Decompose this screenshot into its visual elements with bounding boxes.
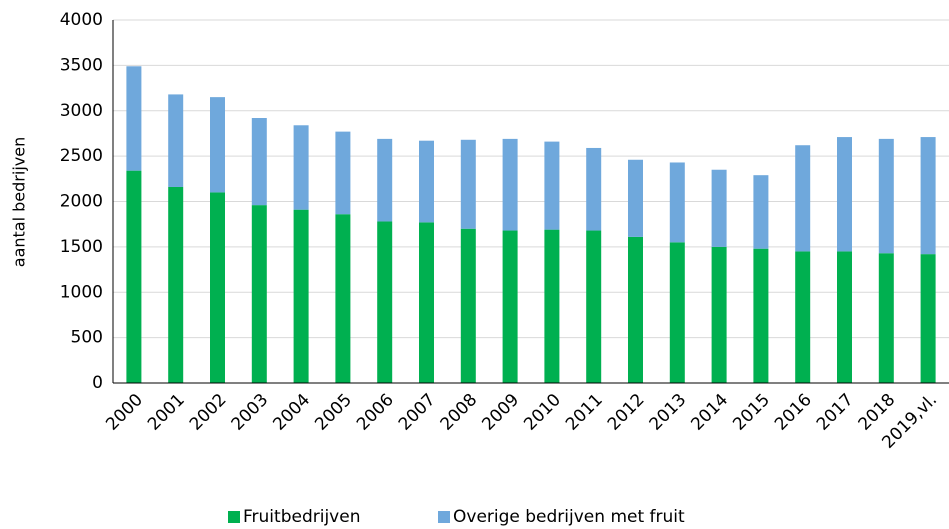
- x-tick-label: 2013: [646, 390, 691, 435]
- bar-segment: [753, 175, 769, 249]
- y-tick-label: 3500: [60, 55, 103, 75]
- bar-segment: [628, 159, 643, 237]
- bar-segment: [628, 236, 643, 383]
- bar-segment: [377, 221, 393, 383]
- legend-swatch: [438, 511, 450, 523]
- x-tick-label: 2005: [311, 390, 356, 435]
- bar-segment: [419, 140, 434, 223]
- y-tick-label: 2500: [60, 146, 103, 166]
- bar-segment: [837, 137, 852, 252]
- legend-label: Fruitbedrijven: [243, 507, 360, 527]
- bar-segment: [377, 138, 393, 222]
- bar-segment: [544, 229, 560, 383]
- bar-segment: [419, 222, 434, 383]
- bar-segment: [878, 253, 894, 383]
- bar-segment: [293, 125, 309, 210]
- x-tick-label: 2008: [437, 390, 482, 435]
- bar-segment: [544, 141, 560, 230]
- bar-segment: [335, 131, 351, 215]
- y-tick-label: 4000: [60, 10, 103, 30]
- x-tick-label: 2002: [186, 390, 231, 435]
- y-tick-label: 1500: [60, 237, 103, 257]
- x-tick-label: 2000: [102, 390, 147, 435]
- x-tick-label: 2003: [228, 390, 273, 435]
- x-tick-label: 2016: [771, 390, 816, 435]
- y-tick-label: 0: [92, 373, 103, 393]
- x-tick-label: 2006: [353, 390, 398, 435]
- x-tick-label: 2014: [687, 390, 732, 435]
- bar-segment: [586, 230, 602, 383]
- bar-segment: [502, 230, 518, 383]
- x-tick-label: 2001: [144, 390, 189, 435]
- y-tick-label: 1000: [60, 282, 103, 302]
- bar-segment: [711, 169, 727, 247]
- bar-segment: [753, 248, 769, 383]
- bar-segment: [293, 209, 309, 383]
- y-axis-label: aantal bedrijven: [10, 137, 29, 267]
- bar-segment: [669, 162, 685, 243]
- bar-segment: [878, 138, 894, 254]
- y-tick-label: 3000: [60, 101, 103, 121]
- legend-swatch: [228, 511, 240, 523]
- x-tick-label: 2004: [269, 390, 314, 435]
- bar-segment: [711, 246, 727, 383]
- bar-segment: [251, 205, 267, 383]
- bar-segment: [460, 228, 476, 383]
- y-tick-label: 2000: [60, 192, 103, 212]
- bar-segment: [210, 192, 225, 383]
- bar-segment: [126, 66, 142, 171]
- x-tick-label: 2011: [562, 390, 607, 435]
- x-tick-label: 2010: [520, 390, 565, 435]
- bar-segment: [795, 251, 811, 383]
- bar-segment: [168, 94, 184, 187]
- x-tick-label: 2015: [729, 390, 774, 435]
- x-tick-label: 2017: [813, 390, 858, 435]
- bar-segment: [168, 186, 184, 383]
- bar-segment: [251, 118, 267, 206]
- legend-label: Overige bedrijven met fruit: [453, 507, 685, 527]
- x-tick-label: 2012: [604, 390, 649, 435]
- x-tick-label: 2009: [478, 390, 523, 435]
- bar-segment: [335, 214, 351, 383]
- bar-segment: [126, 170, 142, 383]
- bar-segment: [210, 97, 225, 193]
- bar-segment: [920, 254, 936, 383]
- bar-segment: [795, 145, 811, 252]
- bar-segment: [502, 138, 518, 231]
- y-tick-label: 500: [71, 328, 103, 348]
- bar-segment: [460, 139, 476, 229]
- bar-segment: [837, 251, 852, 383]
- bar-segment: [920, 137, 936, 255]
- x-tick-label: 2007: [395, 390, 440, 435]
- bar-segment: [586, 147, 602, 231]
- bar-segment: [669, 242, 685, 383]
